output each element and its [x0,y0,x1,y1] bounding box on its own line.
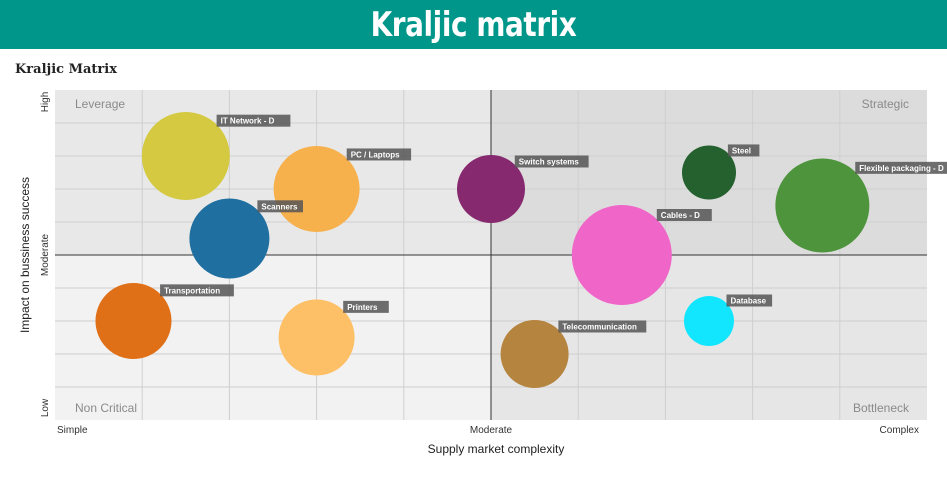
bubble-label-switch-systems: Switch systems [519,157,580,166]
bubble-telecommunication [500,320,569,388]
bubble-scanners [189,198,270,279]
chart-title: Kraljic Matrix [15,62,117,77]
bubble-label-scanners: Scanners [261,202,298,211]
bubble-label-bg [727,144,760,157]
bubble-label-bg [257,200,303,213]
bubble-label-bg [514,155,589,168]
bubble-label-transportation: Transportation [164,286,220,295]
bubble-label-bg [343,300,389,313]
x-tick-label: Moderate [470,425,513,436]
quadrant-label-bottleneck: Bottleneck [853,401,910,415]
bubble-label-bg [160,284,234,297]
bubble-switch-systems [457,155,525,223]
quadrant-label-leverage: Leverage [75,97,125,111]
bubble-steel [682,145,736,200]
bubble-label-bg [558,320,647,333]
bubble-label-bg [656,209,712,221]
y-axis-label: Impact on bussiness success [18,177,32,333]
bubble-label-bg [855,161,947,174]
bubble-it-network-d [141,112,230,200]
bubble-label-printers: Printers [347,303,378,312]
bubble-label-pc-laptops: PC / Laptops [351,150,400,159]
x-axis-label: Supply market complexity [428,442,565,456]
bubble-flexible-packaging-d [775,158,870,253]
bubble-label-flexible-packaging-d: Flexible packaging - D [859,164,944,173]
quadrant-labels: Leverage Strategic Non Critical Bottleneck [75,97,910,415]
title-banner: Kraljic matrix [0,0,947,49]
bubble-label-bg [726,294,773,307]
bubble-label-telecommunication: Telecommunication [562,322,637,331]
bubble-label-bg [216,114,291,127]
x-tick-label: Complex [880,425,919,436]
banner-title: Kraljic matrix [370,4,577,45]
bubble-label-steel: Steel [732,146,751,155]
bubble-labels: IT Network - D PC / Laptops Scanners Transp… [160,114,947,333]
bubbles [95,112,870,388]
bubble-label-cables-d: Cables - D [661,211,700,220]
y-tick-label: Moderate [40,233,51,276]
x-tick-label: Simple [57,425,88,436]
y-tick-label: High [40,92,51,113]
bubble-transportation [95,283,172,359]
bubble-label-database: Database [731,297,767,306]
bubble-label-bg [346,148,412,161]
y-tick-label: Low [40,398,51,417]
bubble-cables-d [571,205,672,305]
quadrant-label-strategic: Strategic [862,97,909,111]
bubble-printers [278,299,355,376]
quadrant-label-non-critical: Non Critical [75,401,137,415]
bubble-database [684,296,734,346]
bubble-label-it-network-d: IT Network - D [221,117,275,126]
